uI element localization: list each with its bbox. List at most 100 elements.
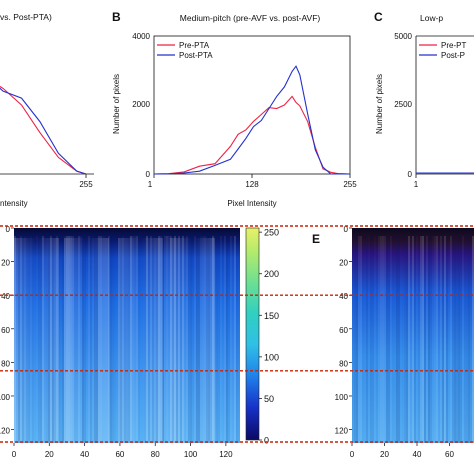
heatmap-column-streak bbox=[26, 236, 28, 443]
panel-b-legend: Pre-PTA Post-PTA bbox=[157, 41, 213, 60]
panel-c-series-group bbox=[416, 172, 474, 174]
heatmap-column-streak bbox=[72, 236, 74, 443]
panel-a-series-group bbox=[0, 85, 87, 175]
heatmap-column-streak bbox=[90, 236, 92, 443]
heatmap-column-streak bbox=[368, 236, 370, 443]
panel-a: vs. Post-PTA) 255 ntensity bbox=[0, 12, 94, 208]
heatmap-column-streak bbox=[18, 236, 20, 443]
heatmap-column-streak bbox=[152, 236, 154, 443]
panel-d-x-tick-label: 0 bbox=[12, 450, 17, 459]
panel-b-x-tick-1: 1 bbox=[148, 180, 153, 189]
heatmap-column-streak bbox=[184, 236, 186, 443]
panel-c-letter: C bbox=[374, 10, 383, 24]
heatmap-column-streak bbox=[392, 236, 394, 443]
heatmap-column-streak bbox=[66, 236, 68, 443]
heatmap-column-streak bbox=[24, 236, 26, 443]
heatmap-column-streak bbox=[412, 236, 414, 443]
heatmap-column-streak bbox=[132, 236, 134, 443]
colorbar-tick-label: 50 bbox=[264, 394, 274, 404]
heatmap-column-streak bbox=[56, 236, 58, 443]
panel-d-x-tick-label: 40 bbox=[80, 450, 89, 459]
heatmap-column-streak bbox=[124, 236, 126, 443]
heatmap-column-streak bbox=[170, 236, 172, 443]
heatmap-column-streak bbox=[58, 236, 60, 443]
heatmap-column-streak bbox=[430, 236, 432, 443]
heatmap-column-streak bbox=[44, 236, 46, 443]
heatmap-column-streak bbox=[464, 236, 466, 443]
heatmap-column-streak bbox=[136, 236, 138, 443]
heatmap-column-streak bbox=[442, 236, 444, 443]
panel-e-y-tick-label: 60 bbox=[339, 326, 348, 335]
heatmap-column-streak bbox=[166, 236, 168, 443]
heatmap-column-streak bbox=[428, 236, 430, 443]
heatmap-column-streak bbox=[28, 236, 30, 443]
heatmap-column-streak bbox=[422, 236, 424, 443]
panel-c-y-tick-2500: 2500 bbox=[394, 100, 412, 109]
heatmap-column-streak bbox=[142, 236, 144, 443]
heatmap-column-streak bbox=[86, 236, 88, 443]
heatmap-column-streak bbox=[48, 236, 50, 443]
heatmap-column-streak bbox=[92, 236, 94, 443]
panel-e-y-tick-label: 20 bbox=[339, 259, 348, 268]
panel-c-legend: Pre-PT Post-P bbox=[419, 41, 466, 60]
heatmap-column-streak bbox=[400, 236, 402, 443]
heatmap-column-streak bbox=[186, 236, 188, 443]
heatmap-column-streak bbox=[176, 236, 178, 443]
heatmap-column-streak bbox=[454, 236, 456, 443]
heatmap-column-streak bbox=[426, 236, 428, 443]
panel-d-ticks: 0 20 40 60 80 100 120 0 20 40 60 80 100 120 bbox=[0, 225, 233, 459]
panel-c-y-tick-5000: 5000 bbox=[394, 32, 412, 41]
heatmap-column-streak bbox=[378, 236, 380, 443]
heatmap-column-streak bbox=[104, 236, 106, 443]
heatmap-column-streak bbox=[196, 236, 198, 443]
heatmap-column-streak bbox=[370, 236, 372, 443]
heatmap-column-streak bbox=[150, 236, 152, 443]
panel-b-x-tick-255: 255 bbox=[343, 180, 357, 189]
heatmap-column-streak bbox=[366, 236, 368, 443]
heatmap-column-streak bbox=[180, 236, 182, 443]
heatmap-column-streak bbox=[154, 236, 156, 443]
heatmap-column-streak bbox=[432, 236, 434, 443]
heatmap-column-streak bbox=[402, 236, 404, 443]
heatmap-column-streak bbox=[398, 236, 400, 443]
heatmap-column-streak bbox=[82, 236, 84, 443]
heatmap-column-streak bbox=[218, 236, 220, 443]
panel-a-title: vs. Post-PTA) bbox=[0, 12, 52, 22]
heatmap-column-streak bbox=[444, 236, 446, 443]
panel-b-letter: B bbox=[112, 10, 121, 24]
heatmap-column-streak bbox=[64, 236, 66, 443]
heatmap-column-streak bbox=[158, 236, 160, 443]
heatmap-column-streak bbox=[114, 236, 116, 443]
panel-d-x-tick-label: 80 bbox=[151, 450, 160, 459]
heatmap-column-streak bbox=[14, 236, 16, 443]
heatmap-column-streak bbox=[84, 236, 86, 443]
heatmap-column-streak bbox=[38, 236, 40, 443]
panel-d-band-4 bbox=[170, 238, 215, 443]
panel-e: E 0 20 40 60 80 100 120 0 20 40 60 bbox=[312, 225, 474, 459]
heatmap-column-streak bbox=[118, 236, 120, 443]
panel-b-legend-label-post: Post-PTA bbox=[179, 51, 213, 60]
heatmap-column-streak bbox=[54, 236, 56, 443]
heatmap-column-streak bbox=[144, 236, 146, 443]
heatmap-column-streak bbox=[386, 236, 388, 443]
panel-e-x-tick-label: 40 bbox=[413, 450, 422, 459]
heatmap-column-streak bbox=[140, 236, 142, 443]
heatmap-column-streak bbox=[188, 236, 190, 443]
heatmap-column-streak bbox=[396, 236, 398, 443]
heatmap-column-streak bbox=[194, 236, 196, 443]
heatmap-column-streak bbox=[404, 236, 406, 443]
heatmap-column-streak bbox=[52, 236, 54, 443]
heatmap-column-streak bbox=[234, 236, 236, 443]
heatmap-column-streak bbox=[232, 236, 234, 443]
heatmap-column-streak bbox=[410, 236, 412, 443]
heatmap-column-streak bbox=[198, 236, 200, 443]
panel-a-x-axis-label: ntensity bbox=[0, 199, 28, 208]
heatmap-column-streak bbox=[102, 236, 104, 443]
panel-d-y-tick-label: 100 bbox=[0, 393, 11, 402]
heatmap-column-streak bbox=[222, 236, 224, 443]
heatmap-column-streak bbox=[380, 236, 382, 443]
heatmap-column-streak bbox=[364, 236, 366, 443]
heatmap-column-streak bbox=[228, 236, 230, 443]
panel-d-y-tick-label: 40 bbox=[1, 292, 10, 301]
